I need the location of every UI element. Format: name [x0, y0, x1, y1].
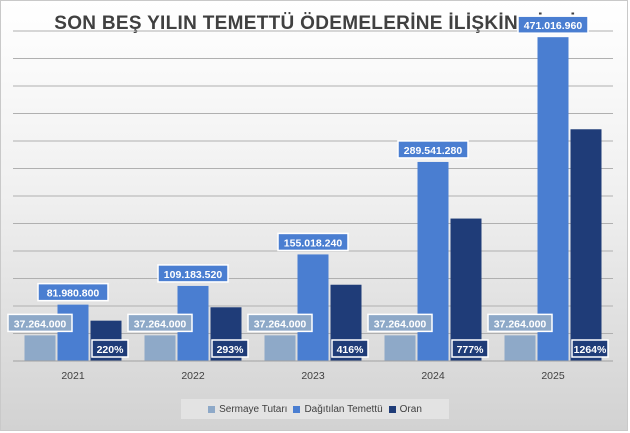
data-label-temettu-text: 155.018.240 — [284, 237, 343, 249]
data-label-oran-text: 220% — [97, 344, 125, 356]
data-label-temettu-box — [277, 232, 349, 252]
bar-sermaye — [264, 335, 296, 361]
data-label-sermaye: 37.264.000 — [487, 313, 553, 333]
data-label-sermaye-text: 37.264.000 — [374, 318, 427, 330]
data-label-oran-box — [571, 339, 609, 358]
x-tick-label: 2025 — [541, 370, 565, 382]
data-label-temettu-box — [397, 140, 469, 159]
data-label-sermaye-box — [247, 313, 313, 333]
data-label-oran: 416% — [331, 339, 369, 358]
legend-label-sermaye: Sermaye Tutarı — [219, 403, 288, 415]
data-label-oran-text: 777% — [457, 344, 485, 356]
bar-sermaye — [144, 335, 176, 361]
data-label-oran-box — [211, 339, 249, 358]
legend-item-sermaye: Sermaye Tutarı — [208, 404, 287, 415]
legend: Sermaye Tutarı Dağıtılan Temettü Oran — [181, 399, 449, 419]
data-label-oran-text: 1264% — [574, 344, 607, 356]
data-label-sermaye: 37.264.000 — [7, 313, 73, 333]
data-label-temettu-box — [37, 282, 109, 302]
data-label-temettu-text: 109.183.520 — [164, 269, 223, 281]
data-label-oran-box — [331, 339, 369, 358]
data-label-sermaye: 37.264.000 — [367, 313, 433, 333]
data-label-oran-box — [451, 339, 489, 358]
bar-temettu — [537, 37, 569, 361]
data-label-temettu: 289.541.280 — [397, 140, 469, 159]
data-label-oran-box — [91, 339, 129, 358]
bar-oran — [450, 218, 482, 361]
data-label-sermaye: 37.264.000 — [247, 313, 313, 333]
bar-sermaye — [384, 335, 416, 361]
data-label-oran-text: 293% — [217, 344, 245, 356]
data-label-temettu: 109.183.520 — [157, 264, 229, 283]
bar-oran — [570, 129, 602, 361]
data-label-sermaye-box — [487, 313, 553, 333]
chart-title: SON BEŞ YILIN TEMETTÜ ÖDEMELERİNE İLİŞKİ… — [54, 13, 576, 34]
data-label-temettu: 155.018.240 — [277, 232, 349, 252]
data-label-sermaye-box — [127, 313, 193, 333]
data-label-sermaye-box — [7, 313, 73, 333]
data-label-temettu-box — [157, 264, 229, 283]
data-label-sermaye-text: 37.264.000 — [494, 318, 547, 330]
bar-temettu — [297, 254, 329, 361]
data-label-temettu: 81.980.800 — [37, 282, 109, 302]
x-tick-label: 2022 — [181, 370, 205, 382]
legend-item-temettu: Dağıtılan Temettü — [293, 403, 383, 415]
data-label-oran: 1264% — [571, 339, 609, 358]
data-label-oran: 777% — [451, 339, 489, 358]
data-label-sermaye-text: 37.264.000 — [14, 318, 67, 330]
legend-item-oran: Oran — [388, 403, 422, 415]
data-label-sermaye-box — [367, 313, 433, 333]
data-label-temettu: 471.016.960 — [517, 15, 589, 34]
bar-temettu — [57, 304, 89, 361]
data-label-sermaye-text: 37.264.000 — [134, 318, 187, 330]
x-tick-label: 2023 — [301, 370, 325, 382]
data-label-temettu-text: 289.541.280 — [404, 145, 463, 157]
data-label-oran: 220% — [91, 339, 129, 358]
data-label-oran-text: 416% — [337, 344, 365, 356]
bar-sermaye — [504, 335, 536, 361]
data-label-oran: 293% — [211, 339, 249, 358]
legend-swatch-sermaye — [208, 405, 216, 413]
legend-swatch-oran — [388, 405, 396, 413]
data-label-temettu-text: 471.016.960 — [524, 20, 583, 32]
legend-label-temettu: Dağıtılan Temettü — [304, 403, 383, 415]
data-label-sermaye: 37.264.000 — [127, 313, 193, 333]
legend-swatch-temettu — [293, 405, 301, 413]
x-tick-label: 2024 — [421, 370, 445, 382]
legend-label-oran: Oran — [399, 403, 422, 415]
data-label-sermaye-text: 37.264.000 — [254, 318, 307, 330]
x-tick-label: 2021 — [61, 370, 85, 382]
data-label-temettu-box — [517, 15, 589, 34]
data-label-temettu-text: 81.980.800 — [47, 288, 100, 300]
bar-sermaye — [24, 335, 56, 361]
